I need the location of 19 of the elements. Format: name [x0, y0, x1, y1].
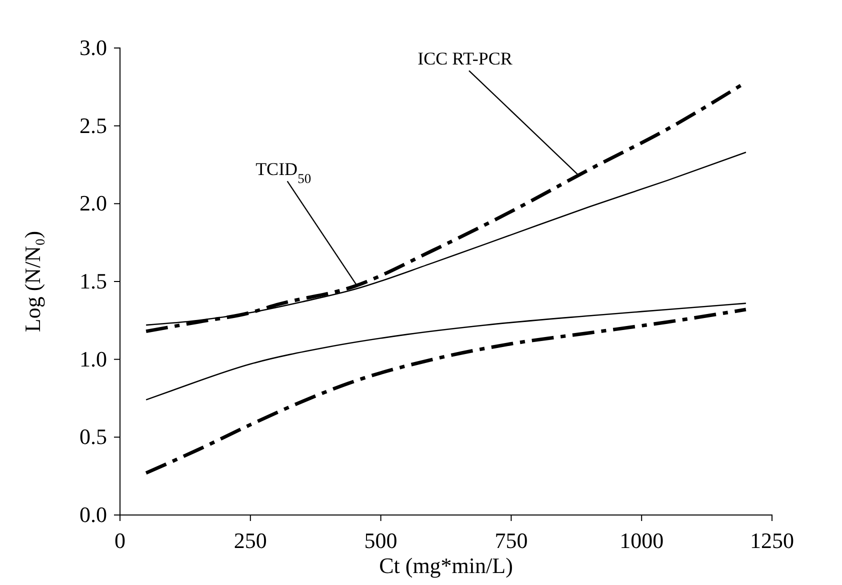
x-tick-label: 250 — [234, 528, 267, 554]
y-tick-label: 0.5 — [80, 424, 107, 450]
y-axis-title: Log (N/N₀) — [20, 230, 45, 332]
y-tick-label: 1.5 — [80, 268, 107, 294]
y-tick-label: 2.5 — [80, 112, 107, 138]
line-series — [144, 308, 748, 475]
y-tick-label: 2.0 — [80, 190, 107, 216]
x-tick-label: 1250 — [750, 528, 794, 554]
x-tick-label: 0 — [114, 528, 126, 554]
annotation: TCID$_{50}$ — [256, 159, 312, 186]
x-axis-title: Ct (mg*min/L) — [379, 553, 513, 578]
line-series — [145, 302, 747, 400]
x-tick-label: 500 — [364, 528, 398, 554]
annotation: ICC RT-PCR — [418, 48, 512, 69]
y-tick-label: 1.0 — [80, 346, 107, 372]
y-tick-label: 3.0 — [80, 35, 107, 60]
y-tick-label: 0.0 — [80, 502, 107, 528]
x-tick-label: 1000 — [620, 528, 664, 554]
x-tick-label: 750 — [494, 528, 528, 554]
